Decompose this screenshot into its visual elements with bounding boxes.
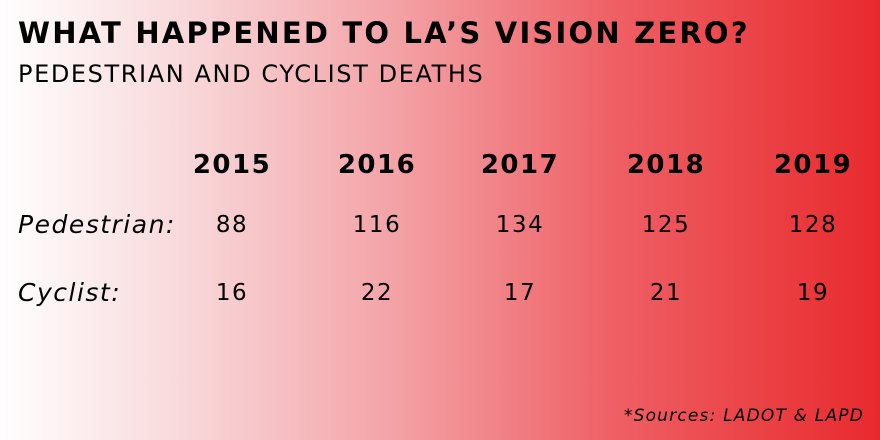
year-header-2018: 2018 [626, 150, 706, 180]
cell-pedestrian-2015: 88 [215, 212, 249, 238]
chart-subtitle: PEDESTRIAN AND CYCLIST DEATHS [18, 60, 485, 88]
cell-pedestrian-2017: 134 [495, 212, 545, 238]
chart-title: WHAT HAPPENED TO LA’S VISION ZERO? [18, 16, 750, 50]
sources-note: *Sources: LADOT & LAPD [623, 406, 864, 426]
year-header-2015: 2015 [192, 150, 272, 180]
row-label-pedestrian: Pedestrian: [18, 210, 176, 239]
year-header-2019: 2019 [773, 150, 853, 180]
cell-cyclist-2019: 19 [796, 280, 830, 306]
cell-pedestrian-2018: 125 [641, 212, 691, 238]
cell-pedestrian-2016: 116 [352, 212, 402, 238]
cell-pedestrian-2019: 128 [788, 212, 838, 238]
row-label-cyclist: Cyclist: [18, 278, 122, 307]
year-header-2016: 2016 [337, 150, 417, 180]
cell-cyclist-2016: 22 [360, 280, 394, 306]
cell-cyclist-2015: 16 [215, 280, 249, 306]
cell-cyclist-2018: 21 [649, 280, 683, 306]
cell-cyclist-2017: 17 [503, 280, 537, 306]
year-header-2017: 2017 [480, 150, 560, 180]
